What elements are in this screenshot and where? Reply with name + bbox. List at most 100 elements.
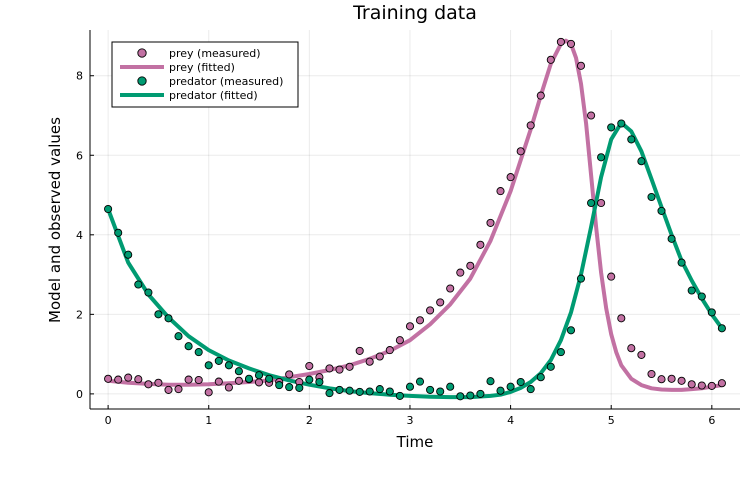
data-point <box>345 386 354 395</box>
data-point <box>466 391 475 400</box>
data-point <box>506 173 515 182</box>
data-point <box>194 375 203 385</box>
data-point <box>707 308 716 317</box>
legend-marker <box>137 48 147 58</box>
axes <box>89 30 740 410</box>
data-point <box>446 284 455 293</box>
data-point <box>617 119 626 128</box>
y-tick-label: 0 <box>76 388 83 401</box>
data-point <box>607 272 616 281</box>
data-point <box>597 153 606 162</box>
y-tick-label: 6 <box>76 149 83 162</box>
data-point <box>597 198 606 208</box>
data-point <box>566 326 576 335</box>
data-point <box>184 375 193 384</box>
data-point <box>295 383 304 392</box>
data-point <box>657 206 666 215</box>
data-point <box>707 381 716 390</box>
x-tick-label: 5 <box>608 414 615 427</box>
data-point <box>526 121 535 130</box>
data-point <box>214 356 223 365</box>
data-point <box>154 378 163 387</box>
data-point <box>647 369 656 379</box>
data-point <box>446 382 455 391</box>
data-point <box>476 240 485 249</box>
data-point <box>526 385 535 394</box>
legend-label: prey (measured) <box>169 47 261 60</box>
data-point <box>677 376 686 385</box>
data-point <box>476 389 485 398</box>
x-tick-label: 1 <box>205 414 212 427</box>
data-point <box>275 381 284 390</box>
data-point <box>375 352 384 361</box>
data-point <box>144 380 153 389</box>
data-point <box>627 344 636 353</box>
x-tick-label: 6 <box>708 414 715 427</box>
data-point <box>345 362 354 371</box>
data-point <box>556 348 565 357</box>
data-point <box>466 261 475 270</box>
data-point <box>254 378 264 387</box>
data-point <box>124 250 133 259</box>
data-point <box>154 310 163 319</box>
data-point <box>697 381 706 390</box>
tick-labels: 0 1 2 3 4 5 6 0 2 4 6 8 <box>76 70 715 427</box>
data-point <box>355 346 364 355</box>
data-point <box>647 192 656 202</box>
data-point <box>385 387 394 396</box>
data-point <box>576 274 586 283</box>
data-point <box>546 55 555 64</box>
data-point <box>285 370 294 379</box>
data-point <box>637 350 646 359</box>
data-point <box>265 374 274 383</box>
data-point <box>637 157 646 166</box>
legend-label: predator (fitted) <box>169 89 258 102</box>
data-point <box>114 375 123 384</box>
data-point <box>144 288 153 297</box>
data-point <box>124 373 133 382</box>
data-point <box>546 362 555 371</box>
legend-label: prey (fitted) <box>169 61 235 74</box>
data-point <box>134 280 143 289</box>
y-tick-label: 4 <box>76 229 83 242</box>
y-tick-label: 2 <box>76 308 83 321</box>
data-point <box>687 380 696 389</box>
data-point <box>254 371 264 380</box>
data-point <box>204 361 213 370</box>
legend: prey (measured)prey (fitted)predator (me… <box>111 41 299 108</box>
data-point <box>677 258 686 267</box>
data-point <box>174 332 183 341</box>
data-point <box>516 377 525 387</box>
data-point <box>415 316 425 325</box>
data-point <box>717 379 726 388</box>
data-point <box>285 383 294 392</box>
data-point <box>556 37 565 46</box>
data-point <box>325 364 334 373</box>
data-point <box>536 91 545 100</box>
data-point <box>104 374 113 383</box>
data-point <box>657 375 666 384</box>
data-point <box>174 385 183 394</box>
data-point <box>104 204 113 214</box>
data-point <box>164 385 173 394</box>
data-point <box>204 388 213 397</box>
data-point <box>486 218 495 227</box>
data-point <box>305 361 314 371</box>
data-point <box>224 361 233 370</box>
data-point <box>315 377 324 387</box>
y-axis-label: Model and observed values <box>46 117 64 323</box>
data-point <box>224 383 233 392</box>
data-point <box>134 375 143 384</box>
data-point <box>607 123 616 132</box>
data-point <box>436 387 445 396</box>
data-point <box>375 385 384 394</box>
data-point <box>365 387 374 396</box>
x-tick-label: 0 <box>105 414 112 427</box>
x-axis-label: Time <box>396 433 434 451</box>
data-point <box>536 373 545 382</box>
data-point <box>325 389 334 398</box>
data-point <box>617 314 626 323</box>
data-point <box>405 382 415 391</box>
data-point <box>456 392 465 401</box>
